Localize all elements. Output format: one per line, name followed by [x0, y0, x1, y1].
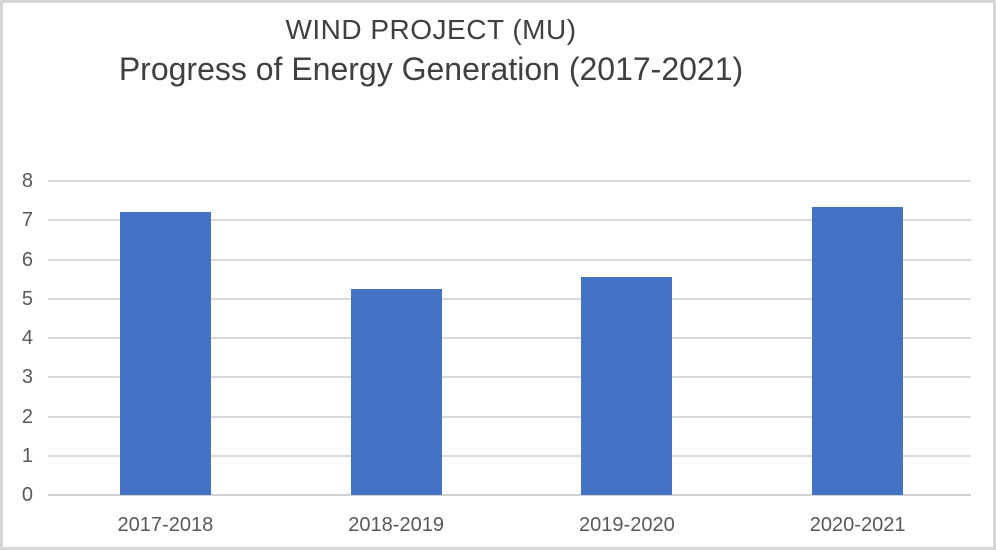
x-tick-label: 2020-2021 [809, 514, 906, 536]
chart-title: WIND PROJECT (MU) Progress of Energy Gen… [3, 13, 859, 89]
gridline [48, 415, 971, 418]
y-tick-label: 1 [21, 444, 33, 467]
y-tick-label: 8 [21, 170, 33, 192]
y-tick-label: 5 [21, 287, 33, 310]
gridline [48, 180, 971, 182]
x-tick-label: 2018-2019 [348, 514, 444, 536]
y-tick-label: 7 [21, 209, 33, 232]
chart-title-line1: WIND PROJECT (MU) [285, 14, 577, 45]
chart-title-line2: Progress of Energy Generation (2017-2021… [118, 51, 744, 87]
gridline [48, 219, 971, 222]
bar-2018-2019 [350, 288, 442, 495]
x-tick-label: 2017-2018 [117, 514, 214, 536]
y-tick-label: 6 [21, 248, 33, 271]
y-tick-label: 2 [21, 405, 33, 428]
gridline [48, 258, 971, 261]
bar-2019-2020 [581, 277, 673, 495]
bar-2020-2021 [812, 206, 904, 495]
gridline [48, 337, 971, 339]
gridline [48, 454, 971, 457]
y-tick-label: 0 [21, 484, 33, 506]
plot-area [48, 180, 971, 496]
y-tick-label: 3 [21, 366, 33, 389]
x-tick-label: 2019-2020 [579, 514, 675, 536]
bar-2017-2018 [119, 212, 211, 495]
y-tick-label: 4 [21, 327, 33, 349]
x-axis-baseline [48, 494, 971, 496]
gridline [48, 376, 971, 379]
gridline [48, 297, 971, 300]
